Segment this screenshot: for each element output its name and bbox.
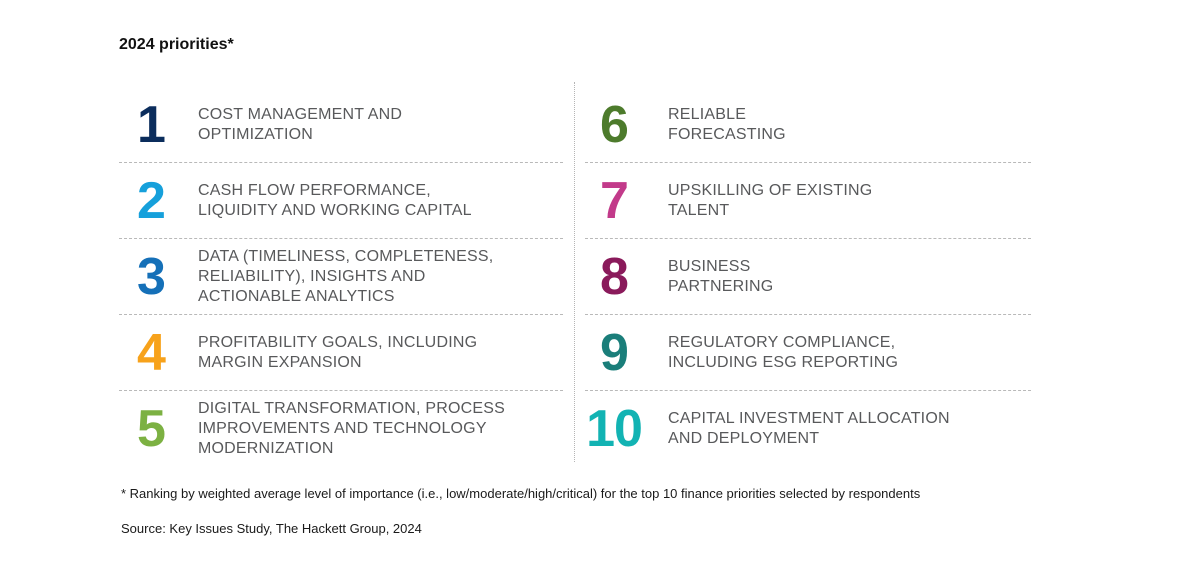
priority-rank: 2 (137, 171, 166, 230)
priority-item: 9 REGULATORY COMPLIANCE, INCLUDING ESG R… (585, 315, 1031, 391)
priority-label: DATA (TIMELINESS, COMPLETENESS, RELIABIL… (198, 247, 494, 305)
priority-label: CASH FLOW PERFORMANCE, LIQUIDITY AND WOR… (198, 181, 472, 219)
priority-item: 5 DIGITAL TRANSFORMATION, PROCESS IMPROV… (119, 391, 563, 467)
priority-label: DIGITAL TRANSFORMATION, PROCESS IMPROVEM… (198, 400, 505, 457)
priorities-right-column: 6 RELIABLE FORECASTING 7 UPSKILLING OF E… (585, 87, 1031, 467)
priority-rank: 5 (137, 400, 166, 458)
priority-rank: 4 (137, 323, 166, 382)
priority-label: UPSKILLING OF EXISTING TALENT (668, 181, 873, 219)
priority-rank: 9 (600, 323, 629, 382)
priority-item: 6 RELIABLE FORECASTING (585, 87, 1031, 163)
priority-item: 7 UPSKILLING OF EXISTING TALENT (585, 163, 1031, 239)
footnote: * Ranking by weighted average level of i… (121, 486, 921, 501)
priority-item: 3 DATA (TIMELINESS, COMPLETENESS, RELIAB… (119, 239, 563, 315)
priority-item: 4 PROFITABILITY GOALS, INCLUDING MARGIN … (119, 315, 563, 391)
priority-rank: 1 (137, 95, 166, 154)
priorities-left-column: 1 COST MANAGEMENT AND OPTIMIZATION 2 CAS… (119, 87, 563, 467)
priority-item: 2 CASH FLOW PERFORMANCE, LIQUIDITY AND W… (119, 163, 563, 239)
priority-item: 8 BUSINESS PARTNERING (585, 239, 1031, 315)
priority-label: CAPITAL INVESTMENT ALLOCATION AND DEPLOY… (668, 410, 950, 447)
priority-rank: 7 (600, 171, 629, 230)
priority-item: 10 CAPITAL INVESTMENT ALLOCATION AND DEP… (585, 391, 1031, 467)
priority-label: BUSINESS PARTNERING (668, 257, 774, 295)
priority-rank: 3 (137, 247, 166, 306)
priority-rank: 8 (600, 247, 629, 306)
priority-label: COST MANAGEMENT AND OPTIMIZATION (198, 105, 403, 143)
priority-label: REGULATORY COMPLIANCE, INCLUDING ESG REP… (668, 333, 899, 371)
priority-item: 1 COST MANAGEMENT AND OPTIMIZATION (119, 87, 563, 163)
column-divider (574, 82, 575, 462)
priority-label: PROFITABILITY GOALS, INCLUDING MARGIN EX… (198, 333, 478, 371)
priority-rank: 10 (586, 400, 643, 458)
priority-rank: 6 (600, 95, 629, 154)
page-title: 2024 priorities* (119, 36, 234, 53)
source-citation: Source: Key Issues Study, The Hackett Gr… (121, 521, 422, 536)
priority-label: RELIABLE FORECASTING (668, 105, 786, 143)
